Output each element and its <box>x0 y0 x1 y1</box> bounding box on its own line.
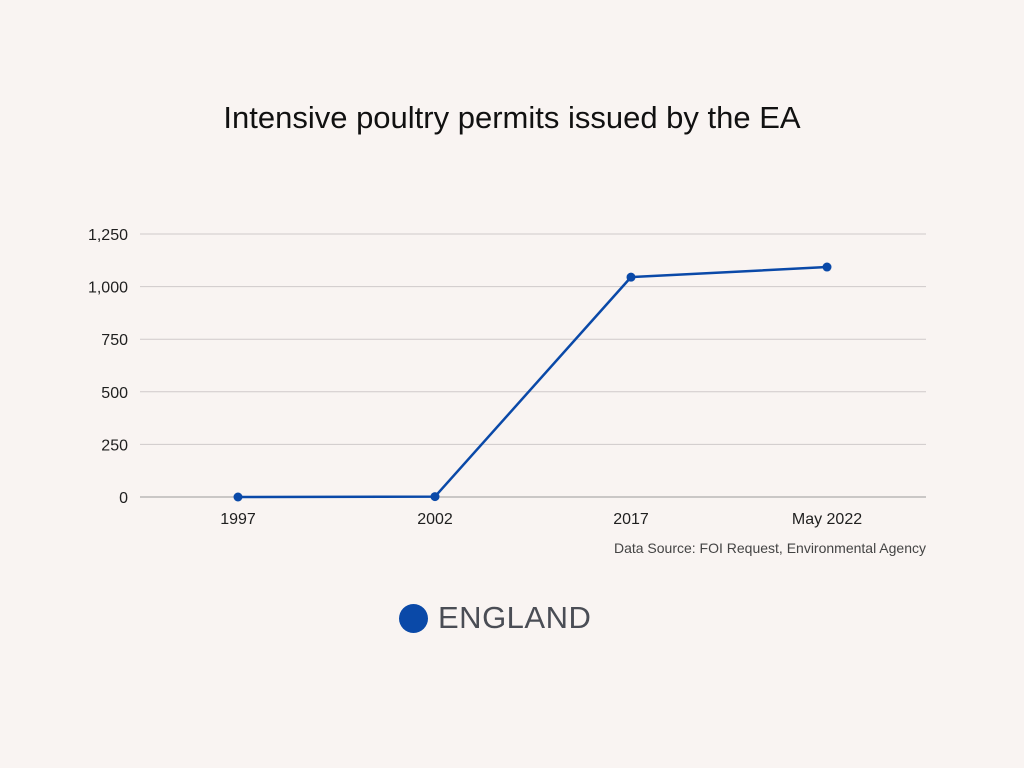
data-source-note: Data Source: FOI Request, Environmental … <box>613 540 926 556</box>
legend-marker <box>399 603 428 633</box>
series-england <box>233 262 832 502</box>
y-tick-label: 500 <box>101 385 128 402</box>
data-point <box>626 272 636 282</box>
x-axis-ticks: 1997 2002 2017 May 2022 <box>220 511 862 528</box>
data-point <box>822 262 832 272</box>
y-tick-label: 0 <box>119 490 128 507</box>
x-tick-label: May 2022 <box>792 511 862 528</box>
data-point <box>233 492 243 502</box>
x-tick-label: 1997 <box>220 511 256 528</box>
legend-label: ENGLAND <box>438 600 592 635</box>
data-point <box>430 492 440 502</box>
series-line <box>237 265 828 499</box>
chart-title: Intensive poultry permits issued by the … <box>223 100 801 135</box>
x-tick-label: 2017 <box>613 511 649 528</box>
y-tick-label: 250 <box>101 437 128 454</box>
y-axis-ticks: 0 250 500 750 1,000 1,250 <box>88 227 128 507</box>
x-tick-label: 2002 <box>417 511 453 528</box>
y-tick-label: 1,000 <box>88 280 128 297</box>
gridlines <box>140 233 926 498</box>
y-tick-label: 1,250 <box>88 227 128 244</box>
legend: ENGLAND <box>399 600 591 636</box>
y-tick-label: 750 <box>101 332 128 349</box>
